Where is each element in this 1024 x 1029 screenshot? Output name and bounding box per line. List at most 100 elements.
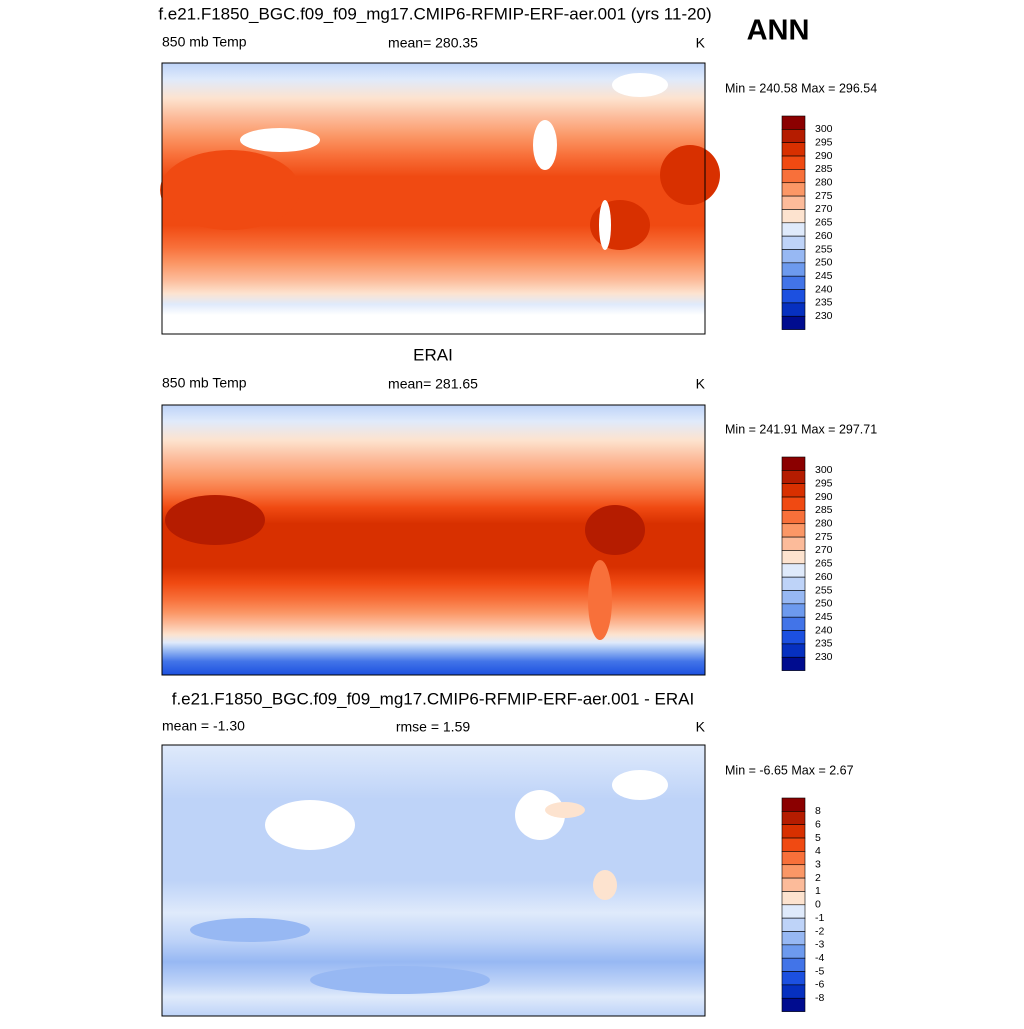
colorbar-box bbox=[781, 155, 806, 170]
colorbar-box bbox=[781, 315, 806, 330]
colorbar-box bbox=[781, 195, 806, 210]
colorbar-box bbox=[781, 944, 806, 959]
colorbar-label: 255 bbox=[815, 584, 833, 596]
colorbar-box bbox=[781, 997, 806, 1012]
colorbar-box bbox=[781, 169, 806, 184]
map bbox=[161, 404, 706, 676]
panel-title: f.e21.F1850_BGC.f09_f09_mg17.CMIP6-RFMIP… bbox=[172, 689, 695, 708]
colorbar-box bbox=[781, 496, 806, 511]
figure-title: ANN bbox=[747, 15, 810, 47]
colorbar-box bbox=[781, 864, 806, 879]
colorbar-label: -2 bbox=[815, 925, 824, 937]
colorbar-label: 290 bbox=[815, 491, 833, 503]
colorbar-box bbox=[781, 470, 806, 485]
colorbar-label: 290 bbox=[815, 150, 833, 162]
colorbar-label: 2 bbox=[815, 872, 821, 884]
min-max: Min = 240.58 Max = 296.54 bbox=[725, 81, 877, 95]
left-label: 850 mb Temp bbox=[162, 34, 247, 50]
colorbar-box bbox=[781, 837, 806, 852]
colorbar-box bbox=[781, 656, 806, 671]
colorbar-box bbox=[781, 590, 806, 605]
colorbar-label: 295 bbox=[815, 477, 833, 489]
colorbar-label: 250 bbox=[815, 598, 833, 610]
colorbar-label: 250 bbox=[815, 257, 833, 269]
colorbar-label: 260 bbox=[815, 571, 833, 583]
colorbar-box bbox=[781, 235, 806, 250]
colorbar-box bbox=[781, 603, 806, 618]
colorbar-label: 235 bbox=[815, 638, 833, 650]
colorbar-box bbox=[781, 142, 806, 157]
colorbar-label: 230 bbox=[815, 310, 833, 322]
colorbar-box bbox=[781, 550, 806, 565]
colorbar-label: 5 bbox=[815, 832, 821, 844]
colorbar-box bbox=[781, 984, 806, 999]
colorbar-box bbox=[781, 536, 806, 551]
panel-title: ERAI bbox=[413, 345, 453, 364]
colorbar-label: -8 bbox=[815, 992, 824, 1004]
colorbar-box bbox=[781, 643, 806, 658]
colorbar-box bbox=[781, 483, 806, 498]
colorbar-label: 265 bbox=[815, 558, 833, 570]
colorbar-label: 4 bbox=[815, 845, 821, 857]
colorbar-box bbox=[781, 824, 806, 839]
center-label: mean= 281.65 bbox=[388, 376, 478, 392]
colorbar-box bbox=[781, 877, 806, 892]
colorbar-box bbox=[781, 957, 806, 972]
colorbar-box bbox=[781, 616, 806, 631]
colorbar-box bbox=[781, 289, 806, 304]
min-max: Min = 241.91 Max = 297.71 bbox=[725, 422, 877, 436]
colorbar-label: -3 bbox=[815, 939, 824, 951]
unit-label: K bbox=[696, 35, 706, 51]
colorbar-box bbox=[781, 563, 806, 578]
colorbar-box bbox=[781, 302, 806, 317]
colorbar-label: 8 bbox=[815, 805, 821, 817]
map bbox=[160, 62, 720, 335]
colorbar-label: -1 bbox=[815, 912, 824, 924]
colorbar-label: -5 bbox=[815, 965, 824, 977]
colorbar-label: 240 bbox=[815, 624, 833, 636]
colorbar-box bbox=[781, 576, 806, 591]
colorbar-label: 270 bbox=[815, 544, 833, 556]
map bbox=[161, 744, 706, 1017]
colorbar-label: 280 bbox=[815, 177, 833, 189]
colorbar-label: 285 bbox=[815, 163, 833, 175]
colorbar-box bbox=[781, 262, 806, 277]
colorbar-box bbox=[781, 510, 806, 525]
colorbar-box bbox=[781, 891, 806, 906]
colorbar-label: 265 bbox=[815, 217, 833, 229]
colorbar-box bbox=[781, 209, 806, 224]
left-label: 850 mb Temp bbox=[162, 375, 247, 391]
colorbar-label: 300 bbox=[815, 123, 833, 135]
left-label: mean = -1.30 bbox=[162, 718, 245, 734]
colorbar-label: 3 bbox=[815, 859, 821, 871]
colorbar-label: 235 bbox=[815, 297, 833, 309]
colorbar-box bbox=[781, 971, 806, 986]
colorbar-box bbox=[781, 182, 806, 197]
colorbar-label: 255 bbox=[815, 243, 833, 255]
colorbar-label: 245 bbox=[815, 270, 833, 282]
colorbar-label: 270 bbox=[815, 203, 833, 215]
colorbar-label: 240 bbox=[815, 283, 833, 295]
colorbar-label: 0 bbox=[815, 899, 821, 911]
colorbar-label: 300 bbox=[815, 464, 833, 476]
colorbar-label: 275 bbox=[815, 190, 833, 202]
colorbar-label: 295 bbox=[815, 136, 833, 148]
colorbar-label: -6 bbox=[815, 979, 824, 991]
colorbar-box bbox=[781, 275, 806, 290]
colorbar-box bbox=[781, 904, 806, 919]
center-label: mean= 280.35 bbox=[388, 35, 478, 51]
colorbar-box bbox=[781, 222, 806, 237]
unit-label: K bbox=[696, 376, 706, 392]
colorbar-box bbox=[781, 456, 806, 471]
unit-label: K bbox=[696, 719, 706, 735]
colorbar-box bbox=[781, 917, 806, 932]
colorbar-label: -4 bbox=[815, 952, 824, 964]
colorbar-box bbox=[781, 851, 806, 866]
min-max: Min = -6.65 Max = 2.67 bbox=[725, 763, 854, 777]
colorbar-label: 1 bbox=[815, 885, 821, 897]
colorbar-box bbox=[781, 129, 806, 144]
colorbar-label: 230 bbox=[815, 651, 833, 663]
colorbar-box bbox=[781, 931, 806, 946]
colorbar-label: 260 bbox=[815, 230, 833, 242]
